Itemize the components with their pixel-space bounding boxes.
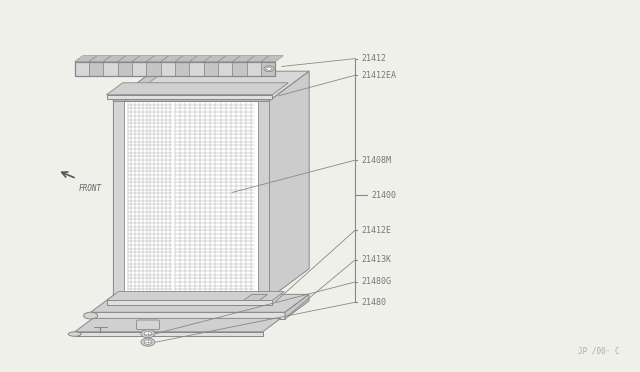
Polygon shape xyxy=(75,56,97,62)
Polygon shape xyxy=(91,294,309,312)
FancyBboxPatch shape xyxy=(136,320,159,330)
Polygon shape xyxy=(113,101,124,299)
Text: 21408M: 21408M xyxy=(362,155,392,165)
Polygon shape xyxy=(118,56,140,62)
Polygon shape xyxy=(113,101,269,299)
Text: 21480: 21480 xyxy=(362,298,387,307)
Polygon shape xyxy=(147,62,161,76)
Polygon shape xyxy=(257,101,269,299)
Polygon shape xyxy=(103,62,118,76)
Polygon shape xyxy=(89,56,111,62)
Text: 21412EA: 21412EA xyxy=(362,71,396,80)
Polygon shape xyxy=(232,56,255,62)
Polygon shape xyxy=(91,312,285,319)
Text: 21412E: 21412E xyxy=(362,226,392,235)
Polygon shape xyxy=(204,62,218,76)
Polygon shape xyxy=(269,71,309,299)
Polygon shape xyxy=(261,62,275,76)
Circle shape xyxy=(266,67,271,70)
Circle shape xyxy=(264,66,274,72)
Polygon shape xyxy=(244,295,268,301)
Polygon shape xyxy=(132,62,147,76)
Polygon shape xyxy=(89,62,103,76)
Polygon shape xyxy=(113,71,309,101)
Polygon shape xyxy=(246,56,269,62)
Polygon shape xyxy=(147,56,169,62)
Circle shape xyxy=(141,330,155,338)
Polygon shape xyxy=(75,62,89,76)
Polygon shape xyxy=(161,56,183,62)
Polygon shape xyxy=(75,318,281,332)
Polygon shape xyxy=(189,56,212,62)
Polygon shape xyxy=(106,301,272,305)
Polygon shape xyxy=(285,294,309,319)
Text: 21413K: 21413K xyxy=(362,255,392,264)
Polygon shape xyxy=(246,62,261,76)
Polygon shape xyxy=(161,62,175,76)
Polygon shape xyxy=(106,83,288,95)
Polygon shape xyxy=(113,71,164,101)
Polygon shape xyxy=(218,56,241,62)
Polygon shape xyxy=(103,56,125,62)
Polygon shape xyxy=(175,56,197,62)
Polygon shape xyxy=(204,56,226,62)
Polygon shape xyxy=(175,62,189,76)
Text: JP /00· C: JP /00· C xyxy=(578,347,620,356)
Polygon shape xyxy=(106,292,284,301)
Text: FRONT: FRONT xyxy=(79,184,102,193)
Text: 21412: 21412 xyxy=(362,54,387,63)
Ellipse shape xyxy=(84,312,98,319)
Circle shape xyxy=(141,338,155,346)
Ellipse shape xyxy=(68,332,81,336)
Polygon shape xyxy=(118,62,132,76)
Circle shape xyxy=(144,331,152,336)
Polygon shape xyxy=(106,95,272,99)
Polygon shape xyxy=(132,56,154,62)
Circle shape xyxy=(144,340,152,344)
Polygon shape xyxy=(261,56,284,62)
Polygon shape xyxy=(218,62,232,76)
Text: 21480G: 21480G xyxy=(362,278,392,286)
Polygon shape xyxy=(75,332,262,336)
Text: 21400: 21400 xyxy=(371,191,396,200)
Polygon shape xyxy=(232,62,246,76)
Polygon shape xyxy=(189,62,204,76)
